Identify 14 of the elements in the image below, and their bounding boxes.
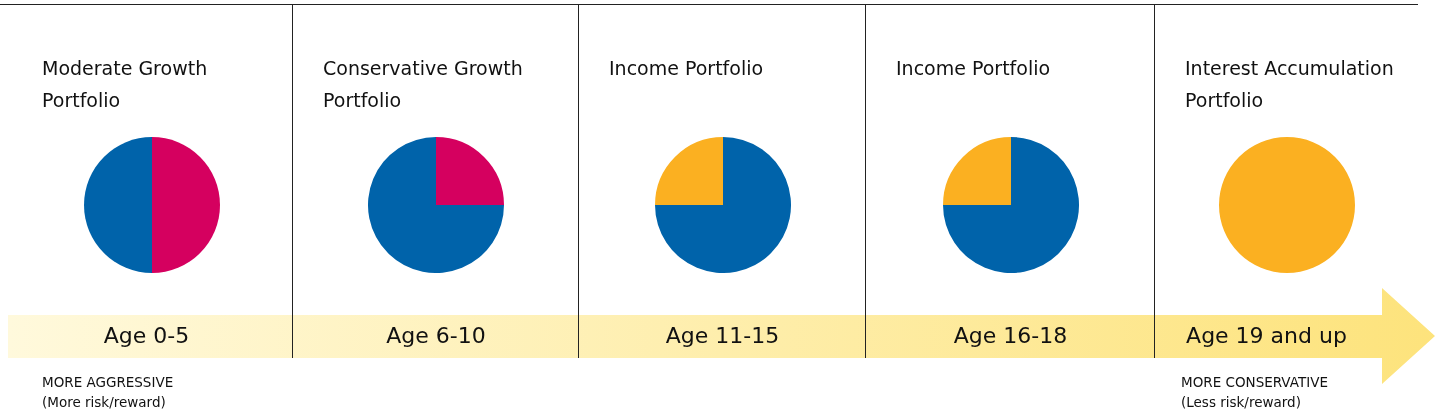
chart-title: Conservative Growth Portfolio [323,56,524,113]
chart-title: Income Portfolio [896,56,1052,81]
text: Age 6-10 [385,322,487,350]
text: (More risk/reward) [42,393,166,412]
text: MORE AGGRESSIVE [42,373,174,392]
text: Age 11-15 [664,322,781,350]
text: (Less risk/reward) [1181,393,1301,412]
text: Age 0-5 [102,322,191,350]
chart-title: Income Portfolio [609,56,765,81]
text: MORE CONSERVATIVE [1181,373,1328,392]
chart-title: Moderate Growth Portfolio [42,56,209,113]
text: Age 19 and up [1185,322,1348,350]
chart-title: Interest Accumulation Portfolio [1185,56,1395,113]
text: Age 16-18 [952,322,1069,350]
